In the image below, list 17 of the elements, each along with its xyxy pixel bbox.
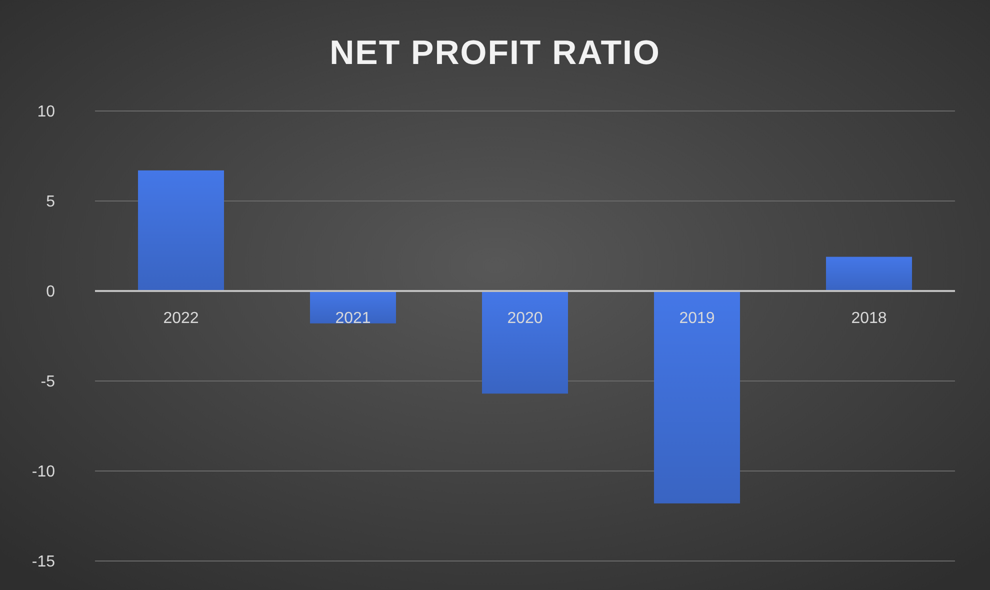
y-tick-label: 0 <box>46 284 56 301</box>
x-tick-label: 2018 <box>851 310 887 327</box>
y-tick-label: -10 <box>32 464 56 481</box>
x-tick-label: 2019 <box>679 310 715 327</box>
x-tick-label: 2020 <box>507 310 543 327</box>
bar <box>654 291 740 504</box>
y-tick-label: 10 <box>37 104 56 121</box>
y-tick-label: -5 <box>40 374 56 391</box>
bar <box>482 291 568 394</box>
chart-title: NET PROFIT RATIO <box>330 34 660 72</box>
y-tick-label: 5 <box>46 194 56 211</box>
bar <box>310 291 396 324</box>
y-tick-label: -15 <box>32 554 56 571</box>
x-tick-label: 2022 <box>163 310 199 327</box>
bar <box>826 256 912 291</box>
x-tick-label: 2021 <box>335 310 371 327</box>
bar <box>138 170 224 291</box>
